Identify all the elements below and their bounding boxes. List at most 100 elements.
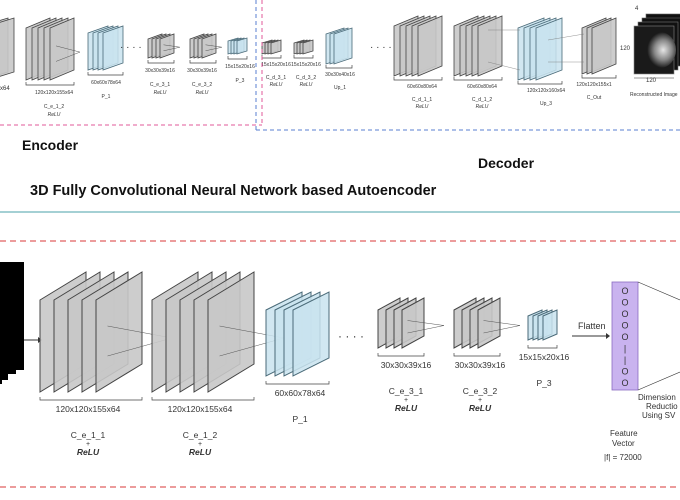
top-encoder-name: P_1 <box>102 94 111 100</box>
feature-vector-element: O <box>621 309 628 319</box>
feature-vector-element: O <box>621 332 628 342</box>
dimred-line-2: Reductio <box>646 402 678 411</box>
bottom-layer-plus: + <box>198 441 202 448</box>
stack-slice <box>292 291 330 377</box>
stack-slice <box>333 27 353 65</box>
bottom-layer-act: ReLU <box>189 447 212 457</box>
dimension-bracket <box>189 60 217 64</box>
output-dim-4: 4 <box>635 6 639 12</box>
svd-line-bottom <box>637 371 680 391</box>
top-encoder-act: ReLU <box>48 112 61 118</box>
stack-slice <box>236 37 248 55</box>
kernel-line <box>163 44 181 48</box>
bottom-layer-dims: 30x30x39x16 <box>455 360 506 370</box>
dimred-line-1: Dimension <box>638 393 676 402</box>
stack-slice <box>0 17 15 77</box>
stack-slice <box>591 17 617 75</box>
bottom-layer-act: ReLU <box>395 403 418 413</box>
top-encoder-act: ReLU <box>154 90 167 96</box>
top-encoder-dims: 15x15x20x16 <box>225 64 255 70</box>
bottom-layer-dims: 120x120x155x64 <box>56 404 121 414</box>
top-encoder-dims: 30x30x39x16 <box>145 68 175 74</box>
stack-slice <box>302 39 314 55</box>
dimension-bracket <box>87 72 124 76</box>
bottom-dots: · · · · <box>338 329 364 343</box>
top-decoder-stack <box>517 17 563 85</box>
feature-vector-element: O <box>621 321 628 331</box>
top-encoder-name: C_e_3_1 <box>150 82 171 88</box>
top-dots-2: · · · · <box>370 42 392 53</box>
feature-vector-element: | <box>624 355 626 365</box>
kernel-line <box>483 325 521 334</box>
figure-title: 3D Fully Convolutional Neural Network ba… <box>30 183 437 199</box>
dimension-bracket <box>517 81 563 85</box>
dimred-line-3: Using SV <box>642 411 676 420</box>
dimension-bracket <box>377 353 425 357</box>
bottom-layer-act: ReLU <box>77 447 100 457</box>
bottom-layer-name: C_e_1_1 <box>71 430 106 440</box>
feature-vector-bar <box>611 281 639 391</box>
feature-vector-element: O <box>621 378 628 388</box>
stack-slice <box>477 15 503 77</box>
flatten-label: Flatten <box>578 321 606 331</box>
dimension-bracket <box>25 82 75 86</box>
top-decoder-name: C_d_3_1 <box>266 75 287 81</box>
bottom-layer-plus: + <box>404 397 408 404</box>
top-encoder-name: P_3 <box>236 78 245 84</box>
feature-vector-element: O <box>621 298 628 308</box>
top-decoder-act: ReLU <box>416 104 429 110</box>
feature-vector-label-1: Feature <box>610 429 638 438</box>
top-decoder-name: Up_1 <box>334 85 346 91</box>
svd-line-top <box>637 281 680 301</box>
top-input-stack-partial <box>0 17 15 77</box>
bottom-layer-stack <box>151 271 285 401</box>
dimension-bracket <box>581 75 617 79</box>
dimension-bracket <box>261 55 282 59</box>
top-left-partial-label: x64 <box>0 86 10 92</box>
output-caption: Reconstructed Image <box>630 92 678 98</box>
top-decoder-stack <box>325 27 353 69</box>
top-encoder-name: C_e_3_2 <box>192 82 213 88</box>
top-encoder-dims: 60x60x78x64 <box>91 80 121 86</box>
bottom-layer-stack <box>39 271 173 401</box>
stack-slice <box>159 33 175 59</box>
top-encoder-dims: 30x30x39x16 <box>187 68 217 74</box>
bottom-layer-name: P_1 <box>292 414 307 424</box>
bottom-layer-name: C_e_1_2 <box>183 430 218 440</box>
top-encoder-dims: 120x120x155x64 <box>35 90 73 96</box>
dimension-bracket <box>453 77 503 81</box>
top-dots-1: · · · · <box>120 42 142 53</box>
kernel-line <box>483 320 521 326</box>
top-decoder-dims: 15x15x20x16 <box>261 62 291 68</box>
top-decoder-stack <box>393 15 443 81</box>
stack-slice <box>542 309 558 341</box>
top-decoder-dims: 60x60x80x64 <box>407 84 437 90</box>
bottom-layer-stack <box>527 309 558 349</box>
top-decoder-name: Up_3 <box>540 101 552 107</box>
kernel-line <box>55 51 81 62</box>
bottom-layer-name: C_e_3_2 <box>463 386 498 396</box>
kernel-line <box>407 320 445 326</box>
feature-vector-element: O <box>621 286 628 296</box>
top-panel: 120x120x155x64 C_e_1_2 ReLU 60x60x78x64 P_1 3… <box>0 0 680 213</box>
feature-size: |f| = 72000 <box>604 453 642 462</box>
top-encoder-stack <box>189 33 223 64</box>
top-decoder-dims: 30x30x40x16 <box>325 72 355 78</box>
bottom-layer-stack <box>377 297 445 357</box>
kernel-line <box>205 46 223 52</box>
top-decoder-stack <box>453 15 503 81</box>
bottom-layer-dims: 30x30x39x16 <box>381 360 432 370</box>
top-decoder-name: C_Out <box>587 95 602 101</box>
bottom-layer-stack <box>265 291 330 385</box>
top-encoder-name: C_e_1_2 <box>44 104 65 110</box>
stack-slice <box>102 25 124 71</box>
kernel-line <box>55 45 81 53</box>
stack-slice <box>49 17 75 81</box>
bottom-layer-act: ReLU <box>469 403 492 413</box>
input-volume <box>0 262 24 384</box>
top-decoder-act: ReLU <box>476 104 489 110</box>
bottom-panel: 120x120x155x64C_e_1_1+ReLU120x120x155x64… <box>0 240 680 488</box>
output-dim-120-left: 120 <box>620 46 631 52</box>
top-encoder-act: ReLU <box>196 90 209 96</box>
top-decoder-dims: 120x120x160x64 <box>527 88 565 94</box>
